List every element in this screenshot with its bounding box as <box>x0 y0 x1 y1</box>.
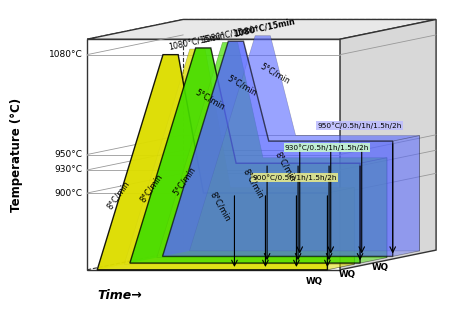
Text: Temperature (°C): Temperature (°C) <box>10 97 23 212</box>
Text: 930°C: 930°C <box>55 165 82 175</box>
Polygon shape <box>87 19 436 39</box>
Polygon shape <box>163 41 393 256</box>
Polygon shape <box>393 136 419 256</box>
Polygon shape <box>124 49 354 264</box>
Polygon shape <box>163 36 419 256</box>
Text: 5°C/min: 5°C/min <box>226 73 259 97</box>
Text: WQ: WQ <box>339 270 356 279</box>
Text: 5°C/min: 5°C/min <box>258 61 292 85</box>
Text: 1080°C: 1080°C <box>49 50 82 59</box>
Text: 8°C/min: 8°C/min <box>106 179 132 210</box>
Polygon shape <box>190 36 419 251</box>
Polygon shape <box>130 48 360 263</box>
Text: 930°C/0.5h/1h/1.5h/2h: 930°C/0.5h/1h/1.5h/2h <box>285 144 369 151</box>
Text: 1080°C/15min: 1080°C/15min <box>168 31 226 52</box>
Text: WQ: WQ <box>372 263 389 272</box>
Polygon shape <box>87 39 340 270</box>
Polygon shape <box>97 49 354 270</box>
Text: 1080°C/15min: 1080°C/15min <box>233 16 296 38</box>
Text: 900°C/0.5h/1h/1.5h/2h: 900°C/0.5h/1h/1.5h/2h <box>252 174 337 181</box>
Polygon shape <box>97 55 328 270</box>
Text: 950°C: 950°C <box>55 150 82 159</box>
Polygon shape <box>360 158 387 263</box>
Polygon shape <box>157 42 387 258</box>
Text: 8°C/min: 8°C/min <box>273 150 298 183</box>
Text: 1080°C/15min: 1080°C/15min <box>201 24 259 45</box>
Polygon shape <box>328 188 354 270</box>
Text: 8°C/min: 8°C/min <box>138 172 164 204</box>
Text: 8°C/min: 8°C/min <box>241 168 265 201</box>
Text: 900°C: 900°C <box>55 188 82 197</box>
Text: 5°C/min: 5°C/min <box>193 88 226 112</box>
Polygon shape <box>340 19 436 270</box>
Text: WQ: WQ <box>306 277 323 286</box>
Polygon shape <box>130 42 387 263</box>
Text: 950°C/0.5h/1h/1.5h/2h: 950°C/0.5h/1h/1.5h/2h <box>318 122 402 129</box>
Text: 8°C/min: 8°C/min <box>209 191 232 223</box>
Text: 5°C/min: 5°C/min <box>171 165 197 197</box>
Text: Time→: Time→ <box>98 289 142 302</box>
